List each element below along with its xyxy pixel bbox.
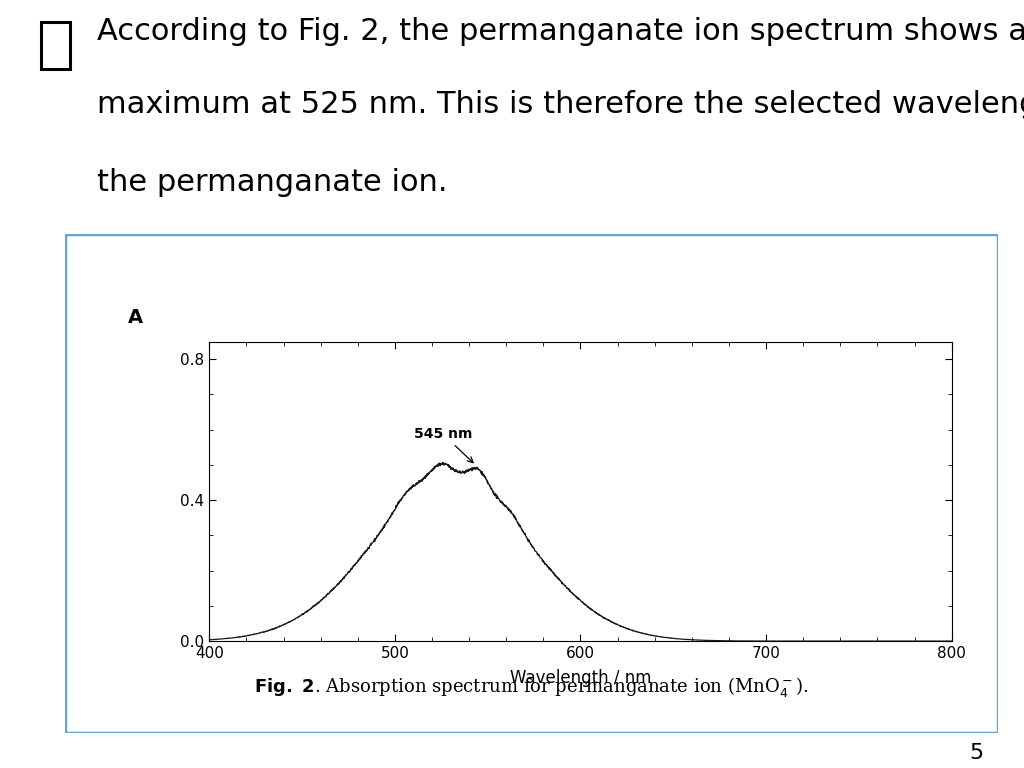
Text: According to Fig. 2, the permanganate ion spectrum shows a: According to Fig. 2, the permanganate io… [97,17,1024,46]
Text: A: A [127,308,142,326]
Text: maximum at 525 nm. This is therefore the selected wavelength for: maximum at 525 nm. This is therefore the… [97,91,1024,119]
Text: $\mathbf{Fig.\ 2}$. Absorption spectrum for permanganate ion (MnO$_4^-$).: $\mathbf{Fig.\ 2}$. Absorption spectrum … [254,675,809,700]
Text: 545 nm: 545 nm [414,427,473,462]
Text: 5: 5 [970,743,983,763]
Text: the permanganate ion.: the permanganate ion. [97,167,447,197]
Bar [41,22,70,69]
X-axis label: Wavelength / nm: Wavelength / nm [510,669,651,687]
